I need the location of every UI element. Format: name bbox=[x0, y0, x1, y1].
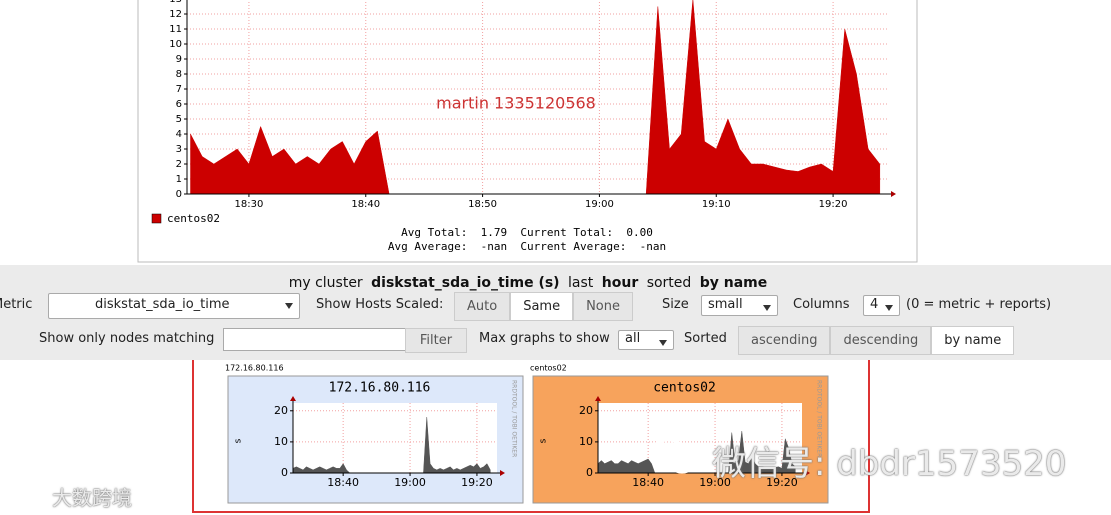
graph-title: centos02 bbox=[653, 381, 716, 396]
y-tick-label: 12 bbox=[169, 9, 182, 20]
watermark: 微信号: dbdr1573520 bbox=[712, 444, 1067, 484]
wechat-icon bbox=[649, 438, 698, 474]
sort-buttons: ascending descending by name bbox=[738, 326, 1015, 355]
columns-note: (0 = metric + reports) bbox=[906, 297, 1052, 312]
y-tick-label: 8 bbox=[176, 69, 182, 80]
header-text: last bbox=[568, 275, 594, 291]
scale-button[interactable]: None bbox=[573, 292, 633, 321]
y-axis-label: s bbox=[539, 438, 549, 443]
axis-arrow bbox=[805, 470, 810, 476]
y-tick-label: 3 bbox=[176, 144, 182, 155]
watermark: 大数跨境 bbox=[52, 486, 132, 510]
y-tick-label: 10 bbox=[579, 435, 593, 448]
y-tick-label: 0 bbox=[176, 189, 182, 200]
legend-label: centos02 bbox=[167, 212, 220, 225]
graph-frame bbox=[137, 0, 918, 263]
stats-line: Avg Total: 1.79 Current Total: 0.00 bbox=[401, 226, 653, 239]
x-tick-label: 19:20 bbox=[766, 476, 798, 489]
scale-button[interactable]: Same bbox=[510, 292, 574, 321]
y-tick-label: 13 bbox=[169, 0, 182, 5]
axis-arrow bbox=[290, 396, 296, 401]
sort-button[interactable]: by name bbox=[931, 326, 1015, 355]
scaled-label: Show Hosts Scaled: bbox=[316, 297, 444, 312]
x-tick-label: 18:40 bbox=[327, 476, 359, 489]
max-label: Max graphs to show bbox=[479, 331, 610, 346]
size-select[interactable]: small bbox=[701, 295, 778, 316]
header-range: hour bbox=[601, 275, 639, 291]
graph-title: 172.16.80.116 bbox=[329, 381, 431, 396]
y-tick-label: 20 bbox=[274, 404, 288, 417]
y-tick-label: 5 bbox=[176, 114, 182, 125]
filter-button[interactable]: Filter bbox=[405, 328, 467, 353]
max-select[interactable]: all bbox=[618, 330, 674, 350]
y-tick-label: 2 bbox=[176, 159, 182, 170]
x-tick-label: 18:50 bbox=[468, 199, 497, 210]
annotation: martin 1335120568 bbox=[436, 94, 596, 113]
x-tick-label: 19:20 bbox=[819, 199, 848, 210]
header-sort: by name bbox=[699, 275, 768, 291]
filter-input[interactable] bbox=[223, 328, 406, 351]
header-text: sorted bbox=[646, 275, 692, 291]
y-axis-label: s bbox=[234, 438, 244, 443]
sorted-label: Sorted bbox=[684, 331, 727, 346]
axis-arrow bbox=[891, 191, 896, 197]
x-tick-label: 19:00 bbox=[394, 476, 426, 489]
x-tick-label: 19:10 bbox=[702, 199, 731, 210]
stats-line: Avg Average: -nan Current Average: -nan bbox=[388, 240, 666, 253]
metric-select[interactable]: diskstat_sda_io_time bbox=[48, 293, 300, 319]
plot-background bbox=[293, 403, 497, 473]
y-tick-label: 11 bbox=[169, 24, 182, 35]
y-tick-label: 1 bbox=[176, 174, 182, 185]
sort-button[interactable]: descending bbox=[830, 326, 932, 355]
side-text: RRDTOOL / TOBI OETIKER bbox=[511, 380, 518, 457]
y-tick-label: 4 bbox=[176, 129, 182, 140]
side-text: RRDTOOL / TOBI OETIKER bbox=[816, 380, 823, 457]
x-tick-label: 19:00 bbox=[699, 476, 731, 489]
header: my cluster diskstat_sda_io_time (s) last… bbox=[0, 275, 1056, 291]
y-tick-label: 6 bbox=[176, 99, 182, 110]
y-tick-label: 10 bbox=[274, 435, 288, 448]
axis-arrow bbox=[500, 470, 505, 476]
graph-caption: 172.16.80.116 bbox=[225, 364, 284, 373]
header-text: my cluster bbox=[288, 275, 363, 291]
x-tick-label: 18:40 bbox=[351, 199, 380, 210]
sort-button[interactable]: ascending bbox=[738, 326, 831, 355]
columns-label: Columns bbox=[793, 297, 850, 312]
header-metric: diskstat_sda_io_time (s) bbox=[371, 275, 560, 291]
y-tick-label: 10 bbox=[169, 39, 182, 50]
scaled-buttons: Auto Same None bbox=[454, 292, 633, 321]
scale-button[interactable]: Auto bbox=[454, 292, 511, 321]
filter-label: Show only nodes matching bbox=[39, 331, 215, 346]
legend-swatch bbox=[151, 213, 162, 224]
y-tick-label: 0 bbox=[281, 466, 288, 479]
axis-arrow bbox=[595, 396, 601, 401]
x-tick-label: 19:00 bbox=[585, 199, 614, 210]
y-tick-label: 9 bbox=[176, 54, 182, 65]
y-tick-label: 0 bbox=[586, 466, 593, 479]
metric-label: Metric bbox=[0, 297, 33, 312]
size-label: Size bbox=[662, 297, 689, 312]
x-tick-label: 18:40 bbox=[632, 476, 664, 489]
y-tick-label: 20 bbox=[579, 404, 593, 417]
x-tick-label: 19:20 bbox=[461, 476, 493, 489]
graph-caption: centos02 bbox=[530, 364, 567, 373]
y-tick-label: 7 bbox=[176, 84, 182, 95]
columns-select[interactable]: 4 bbox=[863, 295, 900, 316]
x-tick-label: 18:30 bbox=[235, 199, 264, 210]
